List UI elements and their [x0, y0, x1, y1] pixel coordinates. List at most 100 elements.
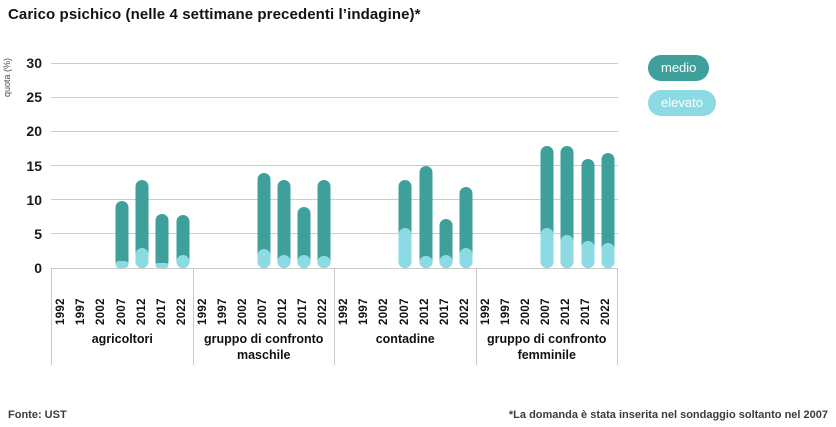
bar-elevato-2022[interactable] [176, 255, 190, 268]
x-tick-year-label: 2012 [418, 298, 431, 325]
legend-pill-medio[interactable]: medio [648, 55, 710, 81]
x-tick-year: 2022 [597, 273, 617, 325]
gridline-10: 10 [26, 193, 618, 207]
x-tick-year-label: 2007 [115, 298, 128, 325]
group-label: agricoltori [91, 332, 153, 346]
bar-medio-2007[interactable] [257, 173, 271, 268]
gridline-5: 5 [34, 227, 618, 241]
axis-group: 1992 1997 2002 2007 2012 2017 2022 gruppo di co… [192, 268, 335, 365]
x-tick-year: 1992 [477, 273, 497, 325]
bar-medio-2007[interactable] [115, 201, 129, 268]
y-tick-label: 20 [26, 123, 42, 140]
bar-slot [274, 63, 294, 268]
x-tick-year-label: 2002 [378, 298, 391, 325]
bar-medio-2017[interactable] [297, 207, 311, 268]
bar-elevato-2017[interactable] [297, 255, 311, 268]
y-tick-label: 0 [34, 260, 42, 276]
bar-elevato-2022[interactable] [459, 248, 473, 268]
bar-slot [436, 63, 456, 268]
x-tick-year: 2022 [172, 273, 192, 325]
bar-elevato-2017[interactable] [581, 241, 595, 268]
group-label: gruppo di confronto maschile [204, 332, 324, 362]
bar-medio-2017[interactable] [581, 159, 595, 268]
x-tick-year-label: 2022 [317, 298, 330, 325]
bar-slot [213, 63, 233, 268]
bar-medio-2022[interactable] [317, 179, 331, 268]
year-ticks: 1992 1997 2002 2007 2012 2017 2022 [194, 268, 335, 325]
x-tick-year: 2012 [274, 273, 294, 325]
x-tick-year: 2007 [254, 273, 274, 325]
x-tick-year-label: 2002 [95, 298, 108, 325]
bar-elevato-2007[interactable] [540, 228, 554, 268]
bar-elevato-2007[interactable] [398, 227, 412, 268]
legend-pill-elevato[interactable]: elevato [648, 90, 716, 116]
x-tick-year-label: 2002 [236, 298, 249, 325]
bar-slot [132, 63, 152, 268]
bar-slot [335, 63, 355, 268]
x-tick-year: 1992 [52, 273, 72, 325]
x-tick-year: 2002 [234, 273, 254, 325]
x-tick-year-label: 2017 [580, 298, 593, 325]
bar-group [335, 63, 477, 268]
x-tick-year-label: 2012 [560, 298, 573, 325]
x-tick-year: 1997 [355, 273, 375, 325]
y-tick-label: 25 [26, 89, 42, 106]
x-tick-year: 2017 [152, 273, 172, 325]
x-axis-area: 1992 1997 2002 2007 2012 2017 2022 agricoltori 1… [51, 268, 618, 365]
bar-elevato-2022[interactable] [317, 255, 331, 268]
axis-group: 1992 1997 2002 2007 2012 2017 2022 agricoltori [51, 268, 193, 365]
bar-elevato-2007[interactable] [115, 261, 129, 268]
bar-slot [193, 63, 213, 268]
bar-medio-2017[interactable] [155, 214, 169, 268]
bar-groups [51, 63, 618, 268]
bar-slot [254, 63, 274, 268]
bar-slot [355, 63, 375, 268]
x-tick-year-label: 1997 [358, 298, 371, 325]
x-tick-year-label: 1997 [499, 298, 512, 325]
x-tick-year-label: 1992 [338, 298, 351, 325]
bar-elevato-2022[interactable] [601, 242, 615, 268]
x-tick-year: 1997 [72, 273, 92, 325]
bar-medio-2012[interactable] [419, 166, 433, 268]
bar-slot [557, 63, 577, 268]
bar-slot [476, 63, 496, 268]
x-tick-year-label: 2007 [257, 298, 270, 325]
x-tick-year-label: 2017 [297, 298, 310, 325]
x-tick-year-label: 1997 [75, 298, 88, 325]
bar-medio-2012[interactable] [277, 179, 291, 268]
bar-elevato-2017[interactable] [439, 255, 453, 268]
year-ticks: 1992 1997 2002 2007 2012 2017 2022 [52, 268, 193, 325]
source-note: Fonte: UST [8, 409, 67, 421]
plot-area: 0 5 10 15 20 25 30 [26, 56, 618, 275]
y-tick-label: 10 [26, 191, 42, 208]
x-tick-year-label: 2017 [155, 298, 168, 325]
year-ticks: 1992 1997 2002 2007 2012 2017 2022 [335, 268, 476, 325]
bar-elevato-2012[interactable] [277, 255, 291, 268]
bar-medio-2022[interactable] [601, 153, 615, 268]
year-ticks: 1992 1997 2002 2007 2012 2017 2022 [477, 268, 618, 325]
x-tick-year: 1997 [214, 273, 234, 325]
y-tick-label: 30 [26, 55, 42, 71]
bar-elevato-2017[interactable] [155, 263, 169, 268]
gridline-25: 25 [26, 90, 618, 104]
bar-slot [578, 63, 598, 268]
bar-elevato-2012[interactable] [135, 248, 149, 268]
bar-slot [517, 63, 537, 268]
bar-slot [294, 63, 314, 268]
gridline-30: 30 [26, 56, 618, 70]
bar-slot [112, 63, 132, 268]
x-tick-year: 1992 [194, 273, 214, 325]
bar-elevato-2012[interactable] [560, 234, 574, 268]
bar-medio-2022[interactable] [459, 186, 473, 268]
bar-medio-2022[interactable] [176, 214, 190, 268]
bar-elevato-2012[interactable] [419, 255, 433, 268]
x-tick-year: 1992 [335, 273, 355, 325]
bar-medio-2012[interactable] [135, 179, 149, 268]
bar-slot [537, 63, 557, 268]
bar-slot [395, 63, 415, 268]
x-tick-year-label: 2022 [175, 298, 188, 325]
y-tick-label: 5 [34, 225, 42, 242]
bar-slot [416, 63, 436, 268]
bar-elevato-2007[interactable] [257, 248, 271, 268]
